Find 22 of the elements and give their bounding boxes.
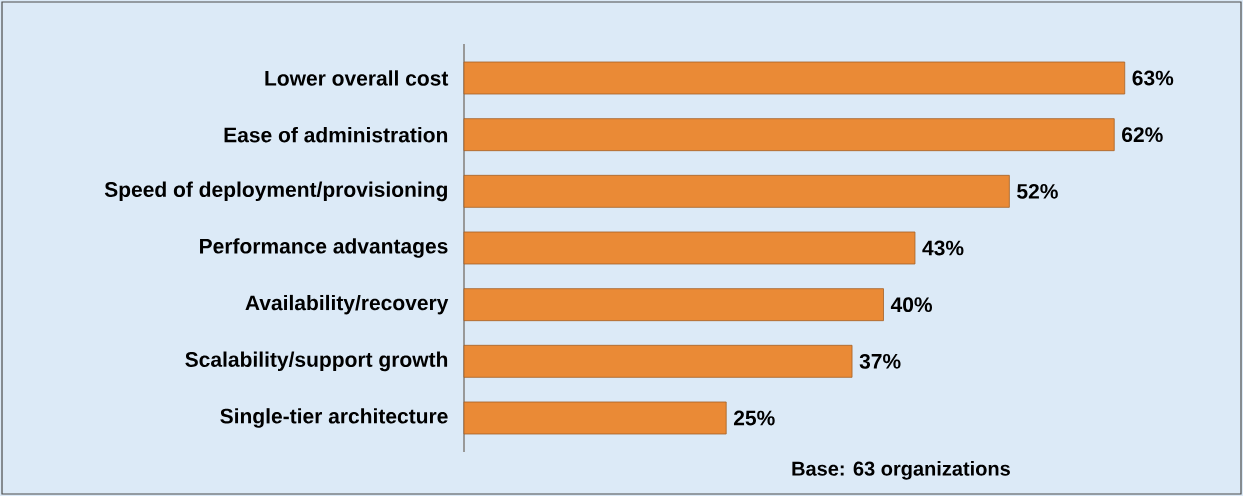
bar (463, 174, 1010, 208)
bar (463, 344, 853, 378)
y-tick-label: Speed of deployment/provisioning (104, 181, 447, 202)
data-label: 40% (890, 297, 933, 313)
data-label: 62% (1122, 127, 1163, 143)
bar (463, 118, 1115, 152)
y-tick-label: Lower overall cost (265, 70, 449, 86)
data-label: 37% (859, 353, 901, 369)
y-tick-label: Performance advantages (200, 238, 448, 258)
data-label: 25% (733, 410, 775, 426)
bar (463, 231, 916, 265)
y-tick-label: Scalability/support growth (185, 351, 448, 372)
text: Base: 63 organizations (792, 461, 1010, 480)
data-label: 63% (1132, 70, 1174, 86)
y-tick-label: Availability/recovery (245, 294, 449, 315)
y-tick-label: Single-tier architecture (220, 408, 448, 428)
bar (463, 288, 884, 322)
bar (463, 61, 1126, 95)
y-tick-label: Ease of administration (224, 126, 448, 143)
data-label: 43% (922, 240, 964, 256)
data-label: 52% (1017, 183, 1058, 199)
bar (463, 401, 727, 435)
